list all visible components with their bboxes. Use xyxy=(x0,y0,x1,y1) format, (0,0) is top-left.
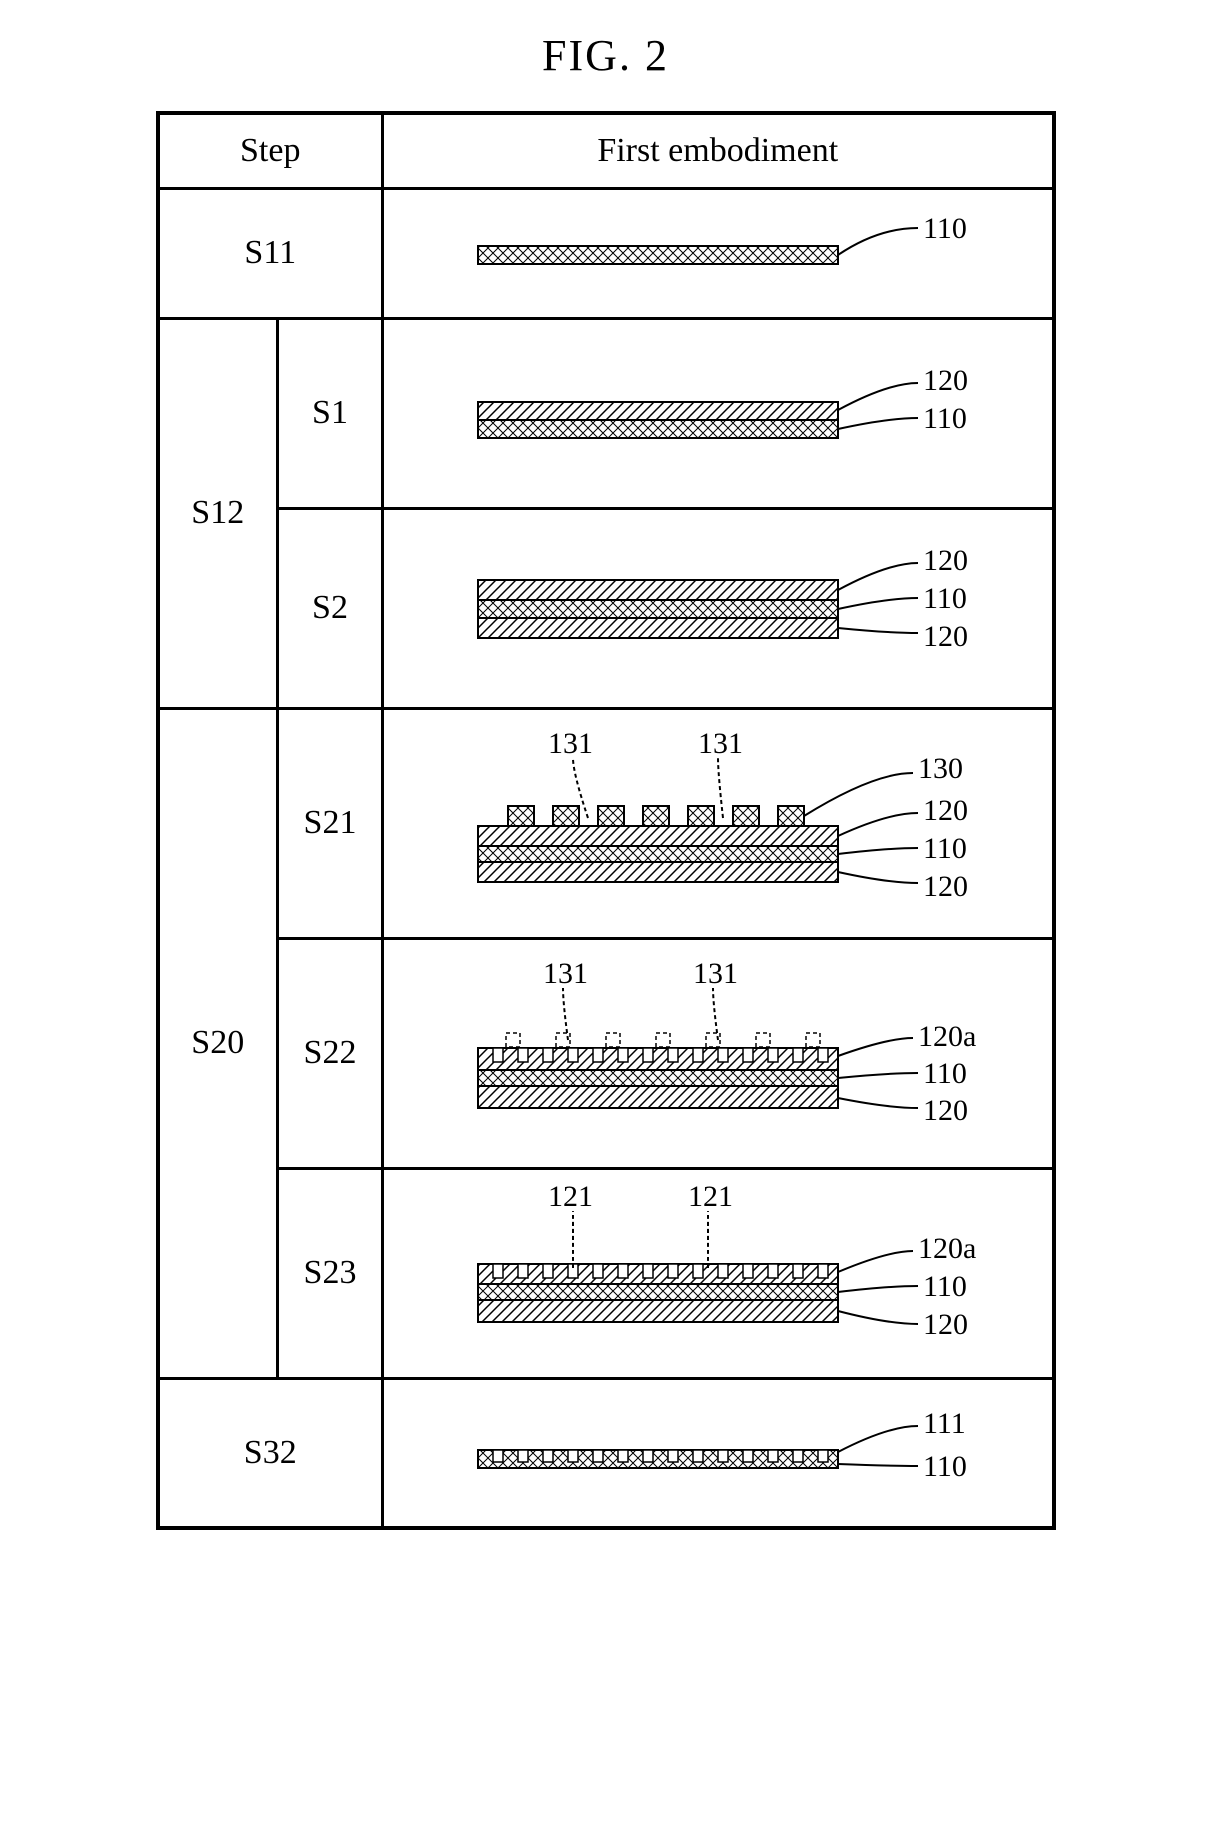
ref-131b: 131 xyxy=(693,957,738,990)
diagram-s21: 131 131 130 120 110 120 xyxy=(383,708,1054,938)
diagram-s1: 120 110 xyxy=(383,318,1054,508)
step-label-s20: S20 xyxy=(158,708,278,1378)
diagram-s2: 120 110 120 xyxy=(383,508,1054,708)
ref-131b: 131 xyxy=(698,727,743,760)
ref-110: 110 xyxy=(923,402,967,435)
ref-120b: 120 xyxy=(923,620,968,653)
ref-120a: 120a xyxy=(918,1232,976,1265)
ref-110: 110 xyxy=(923,832,967,865)
substep-label-s1: S1 xyxy=(278,318,383,508)
ref-110: 110 xyxy=(923,1270,967,1303)
figure-title: FIG. 2 xyxy=(542,30,669,81)
mask-remnants xyxy=(506,1033,820,1047)
row-s32: S32 xyxy=(158,1378,1054,1528)
ref-120a: 120a xyxy=(918,1020,976,1053)
ref-121a: 121 xyxy=(548,1180,593,1213)
row-s20-s21: S20 S21 1 xyxy=(158,708,1054,938)
substep-label-s23: S23 xyxy=(278,1168,383,1378)
ref-120: 120 xyxy=(923,794,968,827)
diagram-s11: 110 xyxy=(383,188,1054,318)
ref-110: 110 xyxy=(923,1057,967,1090)
step-label-s11: S11 xyxy=(158,188,383,318)
ref-110: 110 xyxy=(923,212,967,245)
ref-120: 120 xyxy=(923,1094,968,1127)
row-s12-s2: S2 120 110 120 xyxy=(158,508,1054,708)
row-s20-s22: S22 xyxy=(158,938,1054,1168)
ref-120b: 120 xyxy=(923,870,968,903)
substep-label-s2: S2 xyxy=(278,508,383,708)
pattern-130 xyxy=(508,806,804,826)
diagram-s23: 121 121 120a 110 120 xyxy=(383,1168,1054,1378)
ref-121b: 121 xyxy=(688,1180,733,1213)
step-label-s12: S12 xyxy=(158,318,278,708)
ref-131a: 131 xyxy=(543,957,588,990)
steps-table: Step First embodiment S11 110 xyxy=(156,111,1056,1530)
step-label-s32: S32 xyxy=(158,1378,383,1528)
header-embodiment: First embodiment xyxy=(383,113,1054,188)
ref-120a: 120 xyxy=(923,544,968,577)
header-step: Step xyxy=(158,113,383,188)
diagram-s22: 131 131 120a 110 120 xyxy=(383,938,1054,1168)
row-s20-s23: S23 xyxy=(158,1168,1054,1378)
ref-110: 110 xyxy=(923,1450,967,1483)
diagram-s32: 111 110 xyxy=(383,1378,1054,1528)
ref-110: 110 xyxy=(923,582,967,615)
ref-111: 111 xyxy=(923,1407,966,1440)
ref-130: 130 xyxy=(918,752,963,785)
substep-label-s22: S22 xyxy=(278,938,383,1168)
ref-120: 120 xyxy=(923,364,968,397)
substep-label-s21: S21 xyxy=(278,708,383,938)
table-header-row: Step First embodiment xyxy=(158,113,1054,188)
row-s12-s1: S12 S1 120 110 xyxy=(158,318,1054,508)
ref-131a: 131 xyxy=(548,727,593,760)
row-s11: S11 110 xyxy=(158,188,1054,318)
ref-120: 120 xyxy=(923,1308,968,1341)
